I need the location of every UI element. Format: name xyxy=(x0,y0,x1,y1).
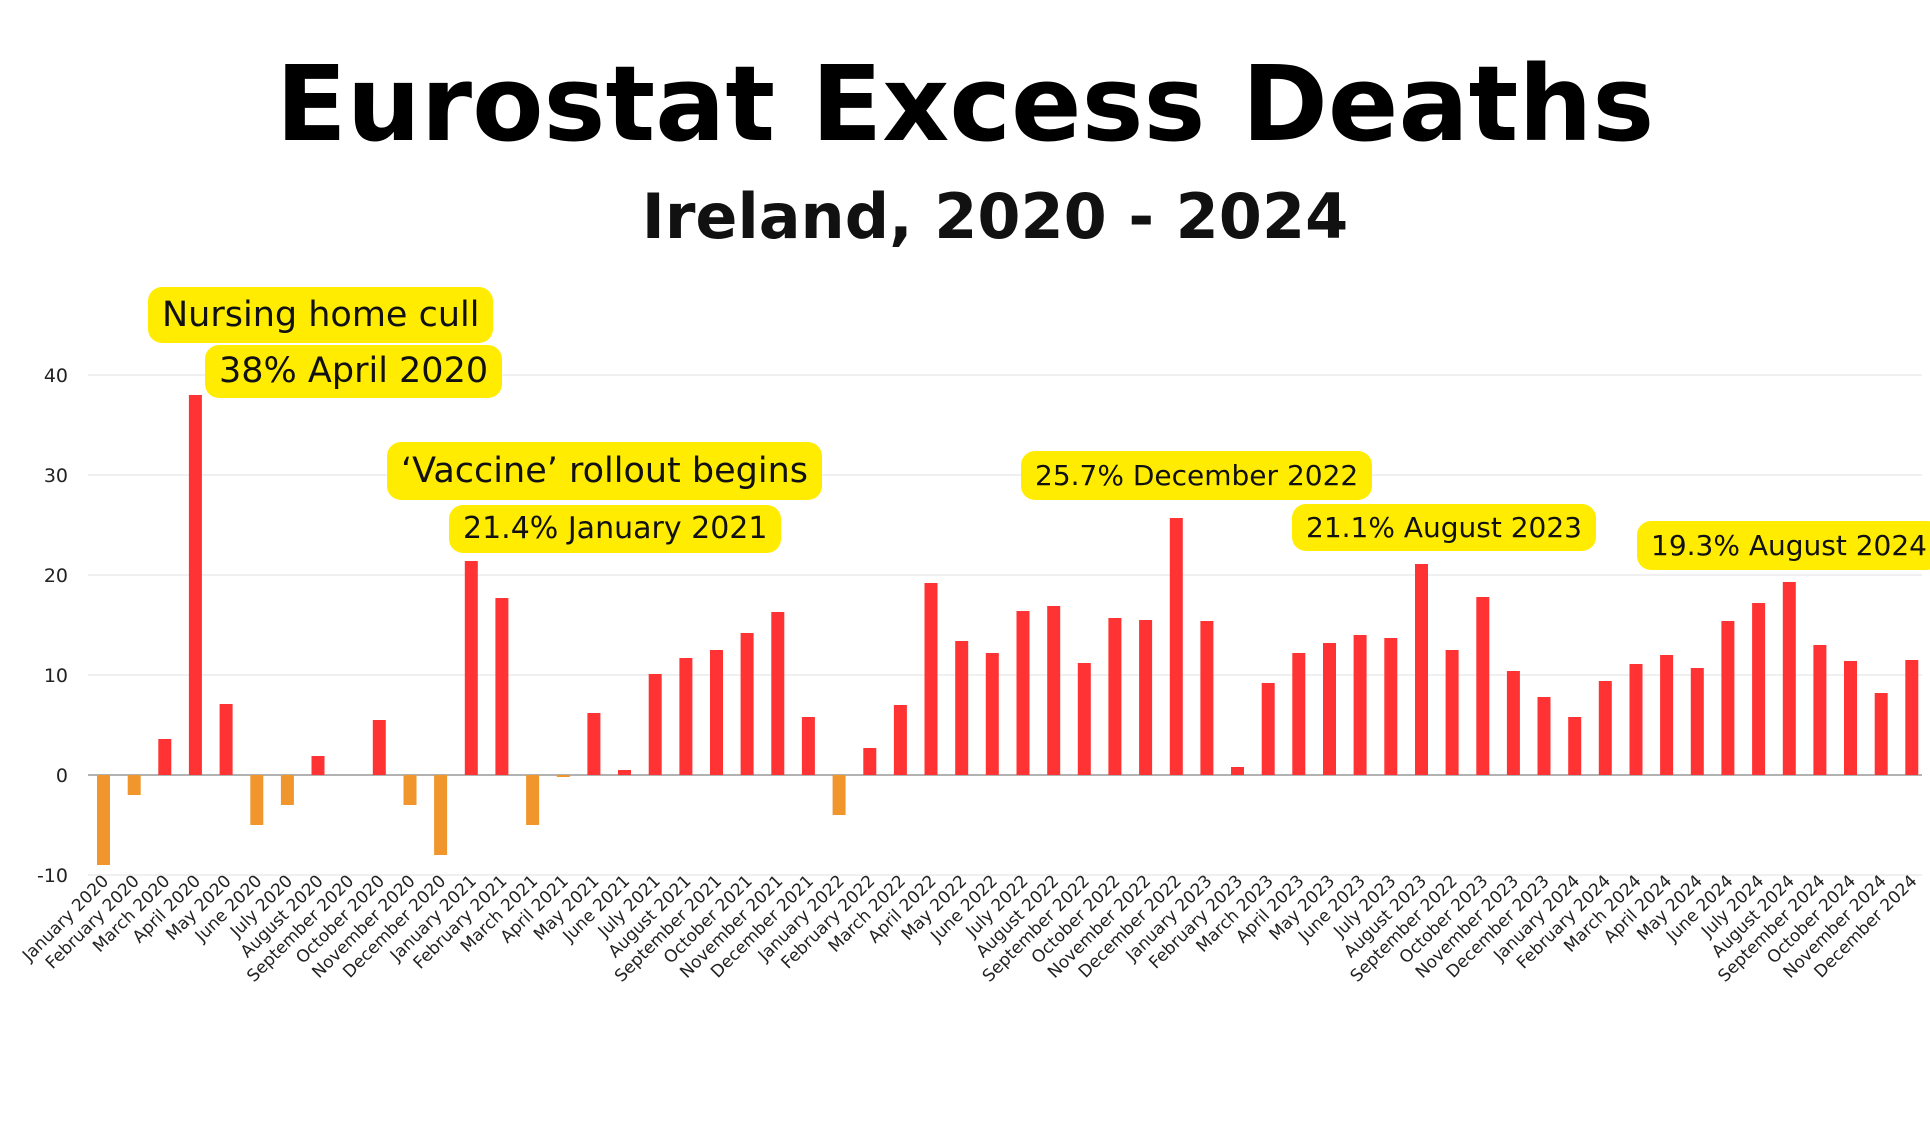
grid-lines xyxy=(88,374,1922,876)
bar xyxy=(1200,621,1214,775)
bar xyxy=(1016,611,1030,775)
bar xyxy=(587,713,601,775)
bar xyxy=(1813,645,1827,775)
bar xyxy=(250,775,264,825)
annotation-vaccine-rollout: ‘Vaccine’ rollout begins xyxy=(387,442,823,500)
annotation-april-2020-peak: 38% April 2020 xyxy=(205,345,503,398)
y-tick-label: 30 xyxy=(44,465,68,487)
bar xyxy=(1660,655,1674,775)
bar xyxy=(158,739,172,775)
bar xyxy=(924,583,938,775)
bar xyxy=(526,775,540,825)
bar xyxy=(1874,693,1888,775)
bar xyxy=(1476,597,1490,775)
bar xyxy=(1169,518,1183,775)
bar xyxy=(1261,683,1275,775)
bar xyxy=(679,658,693,775)
bar xyxy=(1752,603,1766,775)
bar xyxy=(434,775,448,855)
bar xyxy=(893,705,907,775)
annotation-january-2021-peak: 21.4% January 2021 xyxy=(449,505,782,553)
bar xyxy=(1139,620,1153,775)
annotation-nursing-home-cull: Nursing home cull xyxy=(148,287,494,343)
bar xyxy=(801,717,815,775)
bar xyxy=(985,653,999,775)
bar xyxy=(97,775,110,865)
bar xyxy=(710,650,723,775)
chart-subtitle: Ireland, 2020 - 2024 xyxy=(641,180,1349,253)
bar xyxy=(1782,582,1796,775)
bar xyxy=(1506,671,1520,775)
y-axis-ticks: -10 0 10 20 30 40 xyxy=(37,365,68,887)
bar xyxy=(219,704,233,775)
bar xyxy=(188,395,202,775)
bar xyxy=(280,775,294,805)
bar xyxy=(1353,635,1367,775)
bar xyxy=(618,770,631,775)
bar xyxy=(1231,767,1244,775)
annotation-august-2023-peak: 21.1% August 2023 xyxy=(1292,504,1596,551)
y-tick-label: 20 xyxy=(44,565,68,587)
bar xyxy=(311,756,325,775)
bar xyxy=(648,674,662,775)
bar xyxy=(1568,717,1582,775)
bar xyxy=(1844,661,1857,775)
bar xyxy=(1598,681,1612,775)
bar xyxy=(1537,697,1551,775)
bar xyxy=(740,633,754,775)
chart-title: Eurostat Excess Deaths xyxy=(275,43,1655,165)
bar xyxy=(1292,653,1306,775)
bar xyxy=(403,775,417,805)
bar xyxy=(1690,668,1704,775)
bar xyxy=(556,775,570,777)
bar xyxy=(1415,564,1428,775)
bar xyxy=(863,748,877,775)
bar xyxy=(1077,663,1091,775)
bar xyxy=(495,598,509,775)
bar xyxy=(1323,643,1336,775)
bar xyxy=(832,775,846,815)
bar xyxy=(127,775,141,795)
y-tick-label: 0 xyxy=(56,765,68,787)
bar xyxy=(1108,618,1122,775)
bar xyxy=(955,641,969,775)
bar xyxy=(1384,638,1398,775)
annotation-august-2024-peak: 19.3% August 2024 xyxy=(1637,521,1930,570)
y-tick-label: 40 xyxy=(44,365,68,387)
bar xyxy=(771,612,785,775)
bar xyxy=(1047,606,1061,775)
y-tick-label: 10 xyxy=(44,665,68,687)
bar xyxy=(372,720,386,775)
bar xyxy=(464,561,478,775)
bar xyxy=(1721,621,1735,775)
bar xyxy=(1445,650,1459,775)
bar xyxy=(1629,664,1643,775)
annotation-december-2022-peak: 25.7% December 2022 xyxy=(1021,451,1373,500)
bar xyxy=(1905,660,1919,775)
bars xyxy=(97,395,1919,865)
y-tick-label: -10 xyxy=(37,865,68,887)
